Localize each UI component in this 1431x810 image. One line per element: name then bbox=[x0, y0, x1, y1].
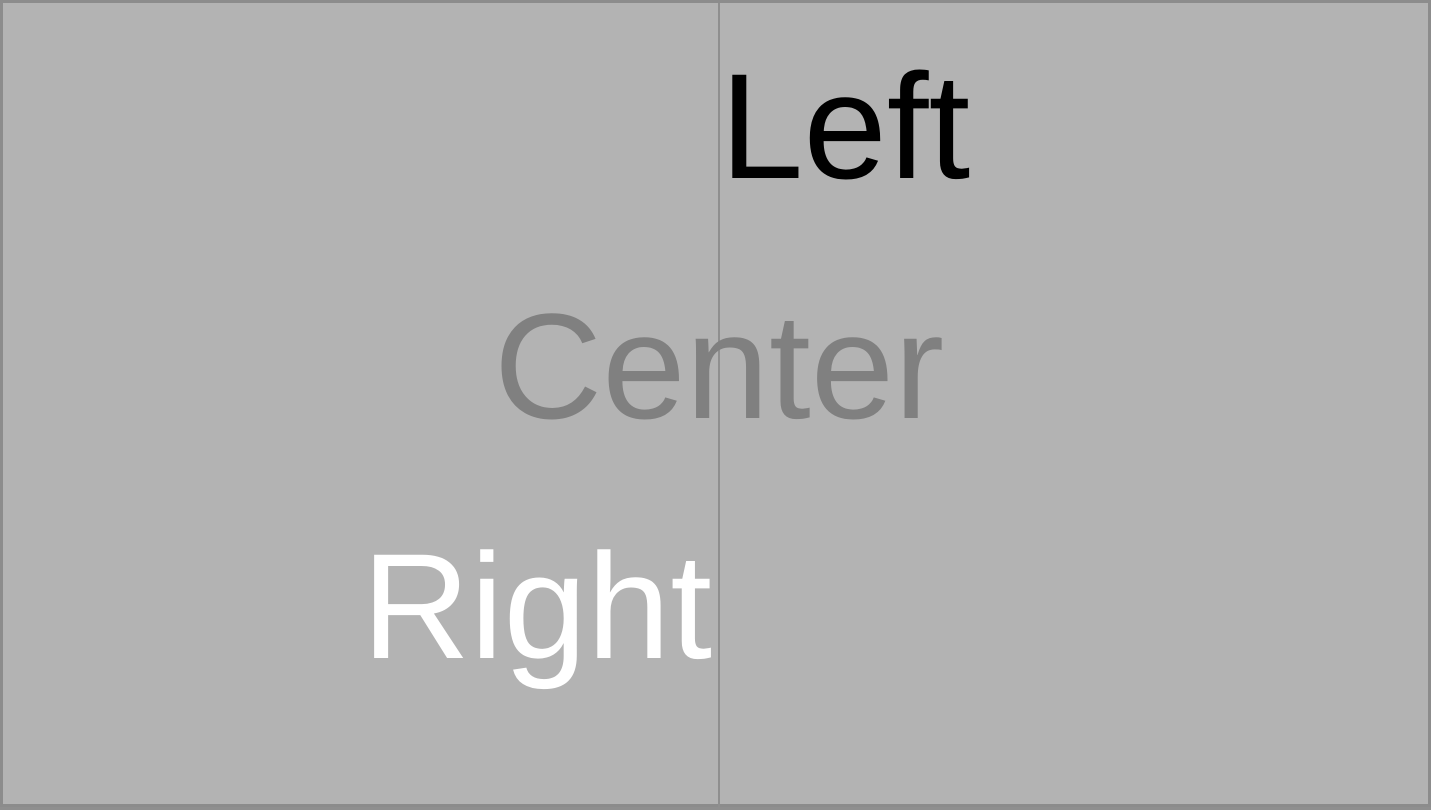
center-aligned-text: Center bbox=[493, 282, 945, 450]
left-aligned-text: Left bbox=[720, 42, 971, 210]
right-aligned-text: Right bbox=[361, 522, 712, 690]
center-guide-line bbox=[718, 3, 720, 810]
